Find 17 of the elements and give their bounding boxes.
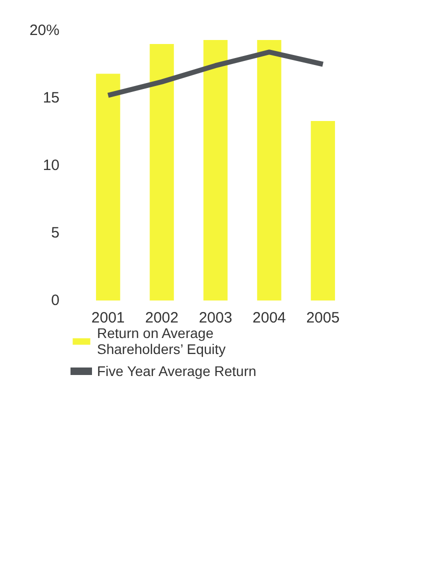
x-tick-label: 2005 bbox=[306, 310, 340, 326]
y-tick-label: 15 bbox=[42, 90, 60, 106]
y-tick-label: 0 bbox=[51, 292, 60, 309]
y-tick-label: 20% bbox=[29, 22, 60, 39]
y-tick-label: 5 bbox=[51, 224, 60, 242]
legend-label: Five Year Average Return bbox=[97, 363, 256, 379]
x-tick-label: 2004 bbox=[252, 310, 286, 326]
bar bbox=[150, 44, 174, 300]
x-tick-label: 2002 bbox=[145, 310, 178, 326]
bar bbox=[96, 74, 120, 300]
x-tick-label: 2003 bbox=[198, 310, 232, 326]
legend-label: Return on Average Shareholders’ Equity bbox=[97, 325, 226, 357]
x-tick-label: 2001 bbox=[91, 310, 125, 326]
bar bbox=[203, 40, 228, 300]
bar bbox=[310, 120, 335, 300]
bar bbox=[257, 40, 282, 300]
y-tick-label: 10 bbox=[42, 157, 60, 174]
